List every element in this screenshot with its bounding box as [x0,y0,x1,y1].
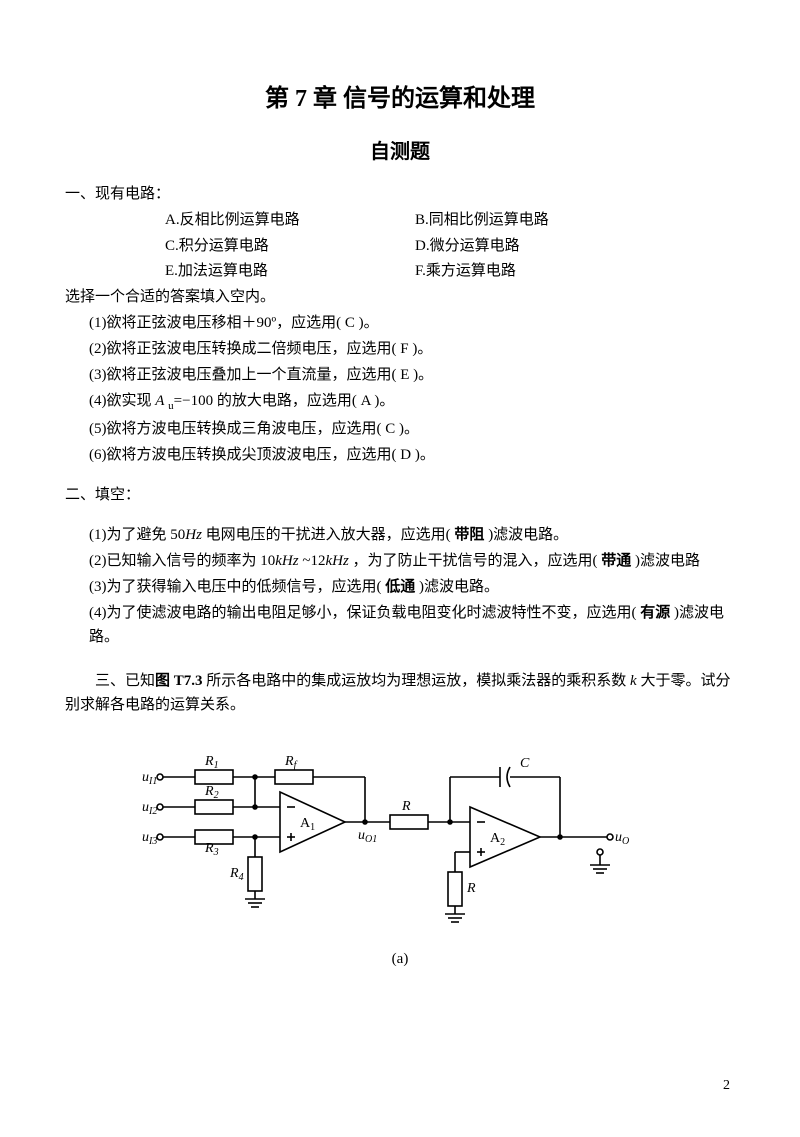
q2-2-tail: )滤波电路 [631,553,700,569]
lbl-u11: u [142,770,149,785]
diagram-caption: (a) [65,947,735,971]
page-number: 2 [723,1075,730,1097]
opt-a: A.反相比例运算电路 [165,208,415,234]
circuit-svg: uI1 uI2 uI3 R1 R2 R3 R4 Rf A1 uO1 R C A2… [140,737,660,937]
chapter-title: 第 7 章 信号的运算和处理 [65,80,735,118]
q2-item-3: (3)为了获得输入电压中的低频信号，应选用( 低通 )滤波电路。 [89,575,735,599]
q1-item-4: (4)欲实现 A u=−100 的放大电路，应选用( A )。 [89,389,735,416]
q2-1-ans: 带阻 [454,527,484,543]
opt-b: B.同相比例运算电路 [415,208,665,234]
svg-text:uI2: uI2 [142,800,157,817]
q2-4-ans: 有源 [640,605,670,621]
lbl-a2s: 2 [500,837,505,848]
q1-prompt: 选择一个合适的答案填入空内。 [65,285,735,309]
lbl-u11s: I1 [148,776,157,787]
q2-1-tail: )滤波电路。 [484,527,568,543]
opt-f: F.乘方运算电路 [415,259,665,285]
lbl-uo1s: O1 [365,834,377,845]
q2-item-1: (1)为了避免 50Hz 电网电压的干扰进入放大器，应选用( 带阻 )滤波电路。 [89,523,735,547]
q2-item-2: (2)已知输入信号的频率为 10kHz ~12kHz ，为了防止干扰信号的混入，… [89,549,735,573]
lbl-r1: R [204,754,214,769]
question-3: 三、已知图 T7.3 所示各电路中的集成运放均为理想运放，模拟乘法器的乘积系数 … [65,669,735,717]
lbl-r4: R [229,866,239,881]
lbl-r3: R [204,841,214,856]
q1-item-1: (1)欲将正弦波电压移相＋90º，应选用( C )。 [89,311,735,335]
lbl-uos: O [622,836,629,847]
q2-item-4: (4)为了使滤波电路的输出电阻足够小，保证负载电阻变化时滤波特性不变，应选用( … [89,601,735,649]
q2-2-mid: ~12 [299,553,326,569]
lbl-c: C [520,756,530,771]
q1-intro: 一、现有电路： [65,182,735,206]
opt-d: D.微分运算电路 [415,234,665,260]
svg-text:R4: R4 [229,866,244,883]
lbl-u12: u [142,800,149,815]
q2-intro: 二、填空： [65,483,735,507]
q2-4-pre: (4)为了使滤波电路的输出电阻足够小，保证负载电阻变化时滤波特性不变，应选用( [89,605,640,621]
lbl-a1s: 1 [310,822,315,833]
q1-item-5: (5)欲将方波电压转换成三角波电压，应选用( C )。 [89,417,735,441]
lbl-uo1: u [358,828,365,843]
lbl-rf: R [284,754,294,769]
subtitle: 自测题 [65,136,735,168]
q3-figref: 图 T7.3 [155,673,203,689]
question-1: 一、现有电路： A.反相比例运算电路 B.同相比例运算电路 C.积分运算电路 D… [65,182,735,467]
svg-text:uI3: uI3 [142,830,157,847]
q2-2-k1: kHz [275,553,298,569]
q2-2-ans: 带通 [601,553,631,569]
svg-text:Rf: Rf [284,754,298,771]
q3-k: k [630,673,637,689]
q2-3-ans: 低通 [385,579,415,595]
lbl-u13s: I3 [148,836,157,847]
svg-text:uO: uO [615,830,629,847]
lbl-r4s: 4 [239,872,244,883]
q2-1-pre: (1)为了避免 50 [89,527,185,543]
q2-3-pre: (3)为了获得输入电压中的低频信号，应选用( [89,579,385,595]
q2-3-tail: )滤波电路。 [415,579,499,595]
svg-text:uO1: uO1 [358,828,377,845]
svg-text:uI1: uI1 [142,770,157,787]
lbl-uo: u [615,830,622,845]
opt-e: E.加法运算电路 [165,259,415,285]
q1-item-4-text: (4)欲实现 A u=−100 的放大电路，应选用( A )。 [89,393,394,409]
circuit-diagram: uI1 uI2 uI3 R1 R2 R3 R4 Rf A1 uO1 R C A2… [65,737,735,971]
q2-1-hz: Hz [185,527,202,543]
lbl-u12s: I2 [148,806,157,817]
lbl-u13: u [142,830,149,845]
lbl-r2: R [204,784,214,799]
lbl-r3s: 3 [213,847,219,858]
q1-item-2: (2)欲将正弦波电压转换成二倍频电压，应选用( F )。 [89,337,735,361]
q2-2-post: ，为了防止干扰信号的混入，应选用( [349,553,602,569]
opt-c: C.积分运算电路 [165,234,415,260]
question-2: 二、填空： (1)为了避免 50Hz 电网电压的干扰进入放大器，应选用( 带阻 … [65,483,735,649]
q1-item-3: (3)欲将正弦波电压叠加上一个直流量，应选用( E )。 [89,363,735,387]
svg-text:R1: R1 [204,754,219,771]
q3-pre: 三、已知 [95,673,155,689]
q3-post: 所示各电路中的集成运放均为理想运放，模拟乘法器的乘积系数 [203,673,631,689]
q1-options: A.反相比例运算电路 B.同相比例运算电路 C.积分运算电路 D.微分运算电路 … [165,208,735,285]
q2-2-pre: (2)已知输入信号的频率为 10 [89,553,275,569]
lbl-r1s: 1 [214,760,219,771]
svg-text:R2: R2 [204,784,219,801]
lbl-r-gnd: R [466,881,476,896]
lbl-r-mid: R [401,799,411,814]
lbl-r2s: 2 [214,790,219,801]
q2-2-k2: kHz [325,553,348,569]
q2-1-post: 电网电压的干扰进入放大器，应选用( [202,527,455,543]
q1-item-6: (6)欲将方波电压转换成尖顶波波电压，应选用( D )。 [89,443,735,467]
